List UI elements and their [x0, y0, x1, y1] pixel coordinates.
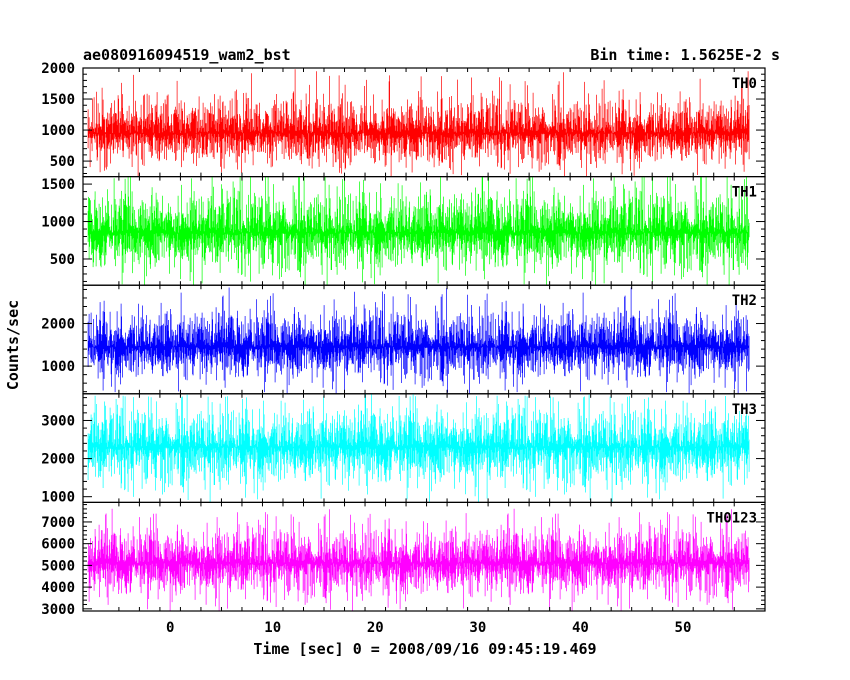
y-tick-label: 3000	[41, 413, 75, 429]
x-tick-label: 40	[572, 620, 589, 636]
y-tick-label: 2000	[41, 61, 75, 77]
series-label-th3: TH3	[732, 402, 757, 418]
chart-title: ae080916094519_wam2_bst	[83, 46, 291, 64]
y-tick-label: 4000	[41, 580, 75, 596]
y-tick-label: 1500	[41, 177, 75, 193]
panel-th1: 500 1000 1500 TH1	[41, 176, 766, 286]
x-tick-label: 50	[675, 620, 692, 636]
x-tick-label: 10	[264, 620, 281, 636]
y-tick-label: 500	[50, 154, 75, 170]
series-label-th1: TH1	[732, 185, 757, 201]
x-tick-label: 0	[166, 620, 174, 636]
y-tick-label: 1000	[41, 490, 75, 506]
series-th0123-line	[87, 508, 750, 611]
series-th2-line	[87, 287, 750, 394]
panel-th3: 1000 2000 3000 TH3	[41, 393, 766, 506]
y-tick-label: 1000	[41, 215, 75, 231]
y-tick-label: 6000	[41, 537, 75, 553]
y-axis-label: Counts/sec	[4, 300, 22, 390]
series-th3-line	[87, 393, 750, 503]
panel-th0: 500 1000 1500 2000 TH0	[41, 61, 766, 178]
panel-th0123: 3000 4000 5000 6000 7000 TH0123	[41, 501, 766, 618]
x-axis-label: Time [sec] 0 = 2008/09/16 09:45:19.469	[253, 640, 596, 658]
x-tick-label: 20	[367, 620, 384, 636]
y-tick-label: 1000	[41, 359, 75, 375]
y-tick-label: 5000	[41, 558, 75, 574]
y-tick-label: 2000	[41, 317, 75, 333]
y-tick-label: 1000	[41, 123, 75, 139]
series-label-th2: TH2	[732, 293, 757, 309]
y-tick-label: 500	[50, 252, 75, 268]
series-th1-line	[87, 176, 750, 286]
bin-time-label: Bin time: 1.5625E-2 s	[590, 46, 780, 64]
y-tick-label: 3000	[41, 602, 75, 618]
series-label-th0: TH0	[732, 76, 757, 92]
y-tick-label: 7000	[41, 515, 75, 531]
x-tick-label: 30	[469, 620, 486, 636]
series-th0-line	[87, 69, 750, 177]
panel-th2: 1000 2000 TH2	[41, 284, 766, 395]
y-tick-label: 2000	[41, 452, 75, 468]
y-tick-label: 1500	[41, 92, 75, 108]
series-label-th0123: TH0123	[706, 510, 757, 526]
